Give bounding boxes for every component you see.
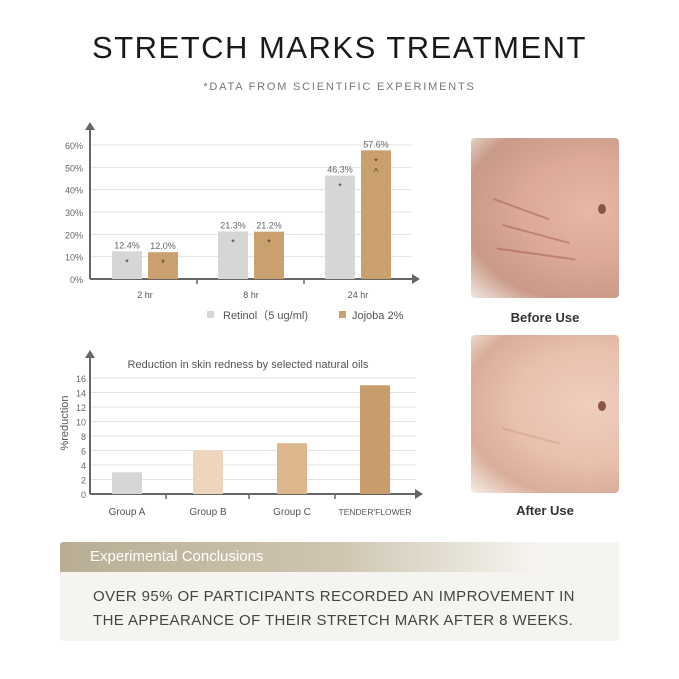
after-photo: [471, 335, 619, 493]
data-label: 12.4%: [114, 240, 140, 250]
y-tick-label: 20%: [65, 230, 83, 240]
bar: [277, 443, 307, 494]
conclusion-header: Experimental Conclusions: [60, 542, 619, 572]
y-tick-label: 0: [81, 490, 86, 500]
y-tick-label: 4: [81, 461, 86, 471]
y-axis-arrow-icon: [85, 350, 95, 358]
x-tick-label: Group C: [273, 507, 311, 518]
x-tick-label: TENDER'FLOWER: [339, 507, 412, 517]
y-tick-label: 10%: [65, 253, 83, 263]
navel: [598, 401, 606, 411]
data-label: 12.0%: [150, 241, 176, 251]
significance-marker: *: [374, 156, 378, 166]
data-label: 21.2%: [256, 221, 282, 231]
legend-label-jojoba: Jojoba 2%: [352, 310, 404, 322]
conclusion-line-1: OVER 95% OF PARTICIPANTS RECORDED AN IMP…: [93, 588, 575, 605]
conclusion-box: Experimental Conclusions OVER 95% OF PAR…: [60, 542, 619, 641]
bar-retinol: [325, 175, 355, 279]
after-label: After Use: [516, 503, 574, 518]
y-tick-label: 0%: [70, 275, 83, 285]
bar: [112, 472, 142, 494]
legend-swatch-jojoba: [339, 311, 346, 318]
bar-jojoba: [148, 252, 178, 279]
y-tick-label: 12: [76, 403, 86, 413]
data-label: 21.3%: [220, 220, 246, 230]
x-tick-label: 24 hr: [348, 290, 369, 300]
y-tick-label: 8: [81, 432, 86, 442]
x-axis-arrow-icon: [412, 274, 420, 284]
y-tick-label: 50%: [65, 163, 83, 173]
before-photo: [471, 138, 619, 298]
conclusion-line-2: THE APPEARANCE OF THEIR STRETCH MARK AFT…: [93, 612, 574, 629]
bar-jojoba: [361, 150, 391, 279]
y-tick-label: 40%: [65, 186, 83, 196]
conclusion-text: OVER 95% OF PARTICIPANTS RECORDED AN IMP…: [93, 585, 575, 633]
significance-marker: *: [338, 182, 342, 192]
y-tick-label: 6: [81, 447, 86, 457]
y-tick-label: 14: [76, 389, 86, 399]
x-axis-arrow-icon: [415, 489, 423, 499]
y-tick-label: 16: [76, 374, 86, 384]
bar-jojoba: [254, 231, 284, 279]
significance-marker: *: [125, 257, 129, 267]
page-title: STRETCH MARKS TREATMENT: [92, 30, 587, 65]
bar-retinol: [218, 231, 248, 279]
bar-retinol: [112, 251, 142, 279]
data-label: 46.3%: [327, 165, 353, 175]
y-tick-label: 10: [76, 418, 86, 428]
chart-title: Reduction in skin redness by selected na…: [128, 359, 369, 371]
stretch-mark: [501, 223, 571, 245]
significance-marker: ^: [374, 166, 379, 176]
x-tick-label: 8 hr: [243, 290, 259, 300]
bar: [360, 385, 390, 494]
bar: [193, 450, 223, 494]
before-label: Before Use: [510, 310, 580, 325]
navel: [598, 204, 606, 214]
y-axis-arrow-icon: [85, 122, 95, 130]
y-tick-label: 60%: [65, 141, 83, 151]
significance-marker: *: [231, 237, 235, 247]
data-label: 57.6%: [363, 139, 389, 149]
y-axis-label: %reduction: [59, 395, 71, 450]
legend-label-retinol: Retinol（5 ug/ml): [223, 309, 308, 322]
y-tick-label: 30%: [65, 208, 83, 218]
legend-swatch-retinol: [207, 311, 214, 318]
x-tick-label: 2 hr: [137, 290, 153, 300]
x-tick-label: Group A: [109, 507, 146, 518]
y-tick-label: 2: [81, 476, 86, 486]
conclusion-title: Experimental Conclusions: [90, 548, 264, 565]
significance-marker: *: [161, 258, 165, 268]
stretch-mark: [496, 247, 576, 261]
stretch-mark: [501, 427, 561, 445]
x-tick-label: Group B: [189, 507, 227, 518]
significance-marker: *: [267, 238, 271, 248]
page-subtitle: *DATA FROM SCIENTIFIC EXPERIMENTS: [203, 81, 476, 93]
stretch-mark: [492, 197, 550, 221]
